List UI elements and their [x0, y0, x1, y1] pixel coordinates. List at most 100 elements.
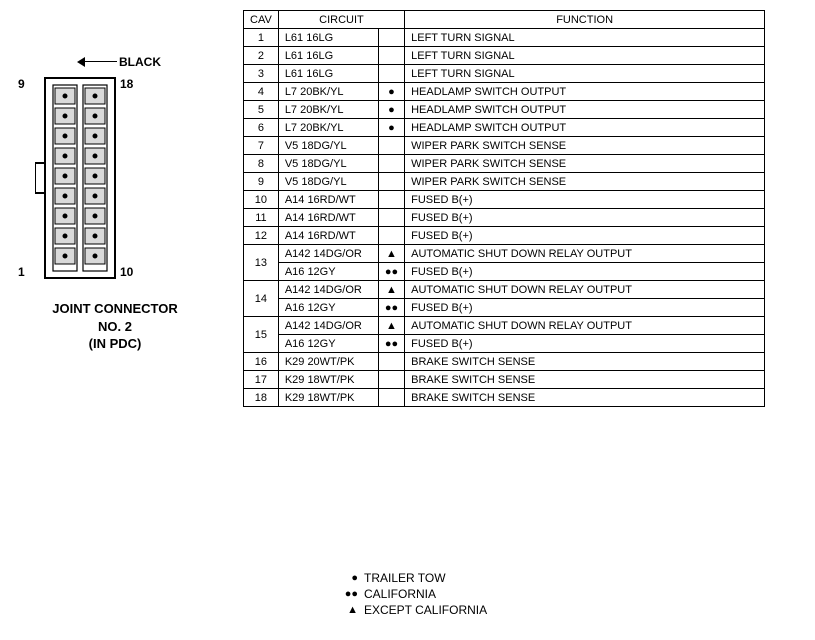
cell-circuit: L61 16LG [278, 65, 378, 83]
cell-symbol [378, 353, 404, 371]
legend-symbol: ● [330, 571, 358, 586]
table-row: A16 12GY●●FUSED B(+) [244, 335, 765, 353]
legend: ● TRAILER TOW ●● CALIFORNIA ▲ EXCEPT CAL… [330, 570, 487, 619]
table-row: 3L61 16LGLEFT TURN SIGNAL [244, 65, 765, 83]
connector-title-line2: NO. 2 [15, 318, 215, 336]
table-row: 17K29 18WT/PKBRAKE SWITCH SENSE [244, 371, 765, 389]
table-row: 4L7 20BK/YL●HEADLAMP SWITCH OUTPUT [244, 83, 765, 101]
cell-symbol: ▲ [378, 317, 404, 335]
table-row: 6L7 20BK/YL●HEADLAMP SWITCH OUTPUT [244, 119, 765, 137]
cell-function: AUTOMATIC SHUT DOWN RELAY OUTPUT [405, 281, 765, 299]
color-label: BLACK [119, 55, 161, 69]
cell-function: BRAKE SWITCH SENSE [405, 353, 765, 371]
table-row: 18K29 18WT/PKBRAKE SWITCH SENSE [244, 389, 765, 407]
pin-label-9: 9 [18, 77, 25, 91]
legend-label: EXCEPT CALIFORNIA [364, 602, 487, 618]
cell-symbol [378, 137, 404, 155]
cell-cav: 8 [244, 155, 279, 173]
cell-function: WIPER PARK SWITCH SENSE [405, 155, 765, 173]
table-row: 16K29 20WT/PKBRAKE SWITCH SENSE [244, 353, 765, 371]
cell-function: LEFT TURN SIGNAL [405, 29, 765, 47]
cell-circuit: K29 18WT/PK [278, 371, 378, 389]
cell-circuit: L61 16LG [278, 29, 378, 47]
cell-circuit: K29 20WT/PK [278, 353, 378, 371]
connector-icon [35, 73, 125, 283]
cell-symbol [378, 65, 404, 83]
cell-cav: 4 [244, 83, 279, 101]
cell-circuit: V5 18DG/YL [278, 155, 378, 173]
cell-cav: 3 [244, 65, 279, 83]
cell-circuit: L7 20BK/YL [278, 83, 378, 101]
legend-row: ●● CALIFORNIA [330, 586, 487, 602]
table-row: 14A142 14DG/OR▲AUTOMATIC SHUT DOWN RELAY… [244, 281, 765, 299]
table-row: A16 12GY●●FUSED B(+) [244, 299, 765, 317]
cell-symbol [378, 29, 404, 47]
cell-function: HEADLAMP SWITCH OUTPUT [405, 101, 765, 119]
cell-circuit: K29 18WT/PK [278, 389, 378, 407]
cell-symbol: ● [378, 119, 404, 137]
cell-circuit: L7 20BK/YL [278, 119, 378, 137]
cell-symbol: ●● [378, 263, 404, 281]
cell-symbol [378, 173, 404, 191]
cell-function: AUTOMATIC SHUT DOWN RELAY OUTPUT [405, 245, 765, 263]
cell-circuit: A16 12GY [278, 335, 378, 353]
cell-circuit: A14 16RD/WT [278, 227, 378, 245]
cell-cav: 2 [244, 47, 279, 65]
cell-cav: 9 [244, 173, 279, 191]
cell-cav: 11 [244, 209, 279, 227]
cell-function: HEADLAMP SWITCH OUTPUT [405, 119, 765, 137]
cell-cav: 5 [244, 101, 279, 119]
legend-symbol: ●● [330, 587, 358, 602]
cell-function: FUSED B(+) [405, 263, 765, 281]
table-row: A16 12GY●●FUSED B(+) [244, 263, 765, 281]
legend-symbol: ▲ [330, 603, 358, 618]
page: BLACK 9 18 1 10 [0, 0, 815, 640]
cell-symbol: ● [378, 101, 404, 119]
table-row: 15A142 14DG/OR▲AUTOMATIC SHUT DOWN RELAY… [244, 317, 765, 335]
legend-row: ● TRAILER TOW [330, 570, 487, 586]
connector-title-line3: (IN PDC) [15, 335, 215, 353]
cell-cav: 17 [244, 371, 279, 389]
cell-symbol: ● [378, 83, 404, 101]
cell-function: FUSED B(+) [405, 191, 765, 209]
cell-symbol [378, 155, 404, 173]
cell-function: WIPER PARK SWITCH SENSE [405, 173, 765, 191]
legend-label: TRAILER TOW [364, 570, 446, 586]
cell-cav: 6 [244, 119, 279, 137]
cell-cav: 12 [244, 227, 279, 245]
cell-circuit: V5 18DG/YL [278, 173, 378, 191]
table-row: 8V5 18DG/YL WIPER PARK SWITCH SENSE [244, 155, 765, 173]
cell-circuit: L7 20BK/YL [278, 101, 378, 119]
table-row: 12A14 16RD/WT FUSED B(+) [244, 227, 765, 245]
legend-row: ▲ EXCEPT CALIFORNIA [330, 602, 487, 618]
table-row: 11A14 16RD/WTFUSED B(+) [244, 209, 765, 227]
table-row: 7V5 18DG/YLWIPER PARK SWITCH SENSE [244, 137, 765, 155]
header-function: FUNCTION [405, 11, 765, 29]
pinout-table: CAV CIRCUIT FUNCTION 1L61 16LGLEFT TURN … [243, 10, 765, 407]
header-circuit: CIRCUIT [278, 11, 404, 29]
cell-symbol: ●● [378, 299, 404, 317]
table-row: 9V5 18DG/YL WIPER PARK SWITCH SENSE [244, 173, 765, 191]
cell-cav: 14 [244, 281, 279, 317]
table-row: 1L61 16LGLEFT TURN SIGNAL [244, 29, 765, 47]
table-row: 5L7 20BK/YL●HEADLAMP SWITCH OUTPUT [244, 101, 765, 119]
connector-title-line1: JOINT CONNECTOR [15, 300, 215, 318]
cell-symbol [378, 371, 404, 389]
cell-circuit: A14 16RD/WT [278, 191, 378, 209]
table-row: 13A142 14DG/OR▲AUTOMATIC SHUT DOWN RELAY… [244, 245, 765, 263]
cell-function: FUSED B(+) [405, 335, 765, 353]
pin-label-1: 1 [18, 265, 25, 279]
legend-label: CALIFORNIA [364, 586, 436, 602]
cell-symbol [378, 389, 404, 407]
cell-circuit: A142 14DG/OR [278, 245, 378, 263]
cell-cav: 18 [244, 389, 279, 407]
cell-circuit: A16 12GY [278, 299, 378, 317]
cell-symbol [378, 191, 404, 209]
cell-function: FUSED B(+) [405, 227, 765, 245]
cell-function: LEFT TURN SIGNAL [405, 47, 765, 65]
cell-symbol: ▲ [378, 245, 404, 263]
cell-circuit: A14 16RD/WT [278, 209, 378, 227]
cell-function: WIPER PARK SWITCH SENSE [405, 137, 765, 155]
table-row: 2L61 16LGLEFT TURN SIGNAL [244, 47, 765, 65]
table-row: 10A14 16RD/WTFUSED B(+) [244, 191, 765, 209]
